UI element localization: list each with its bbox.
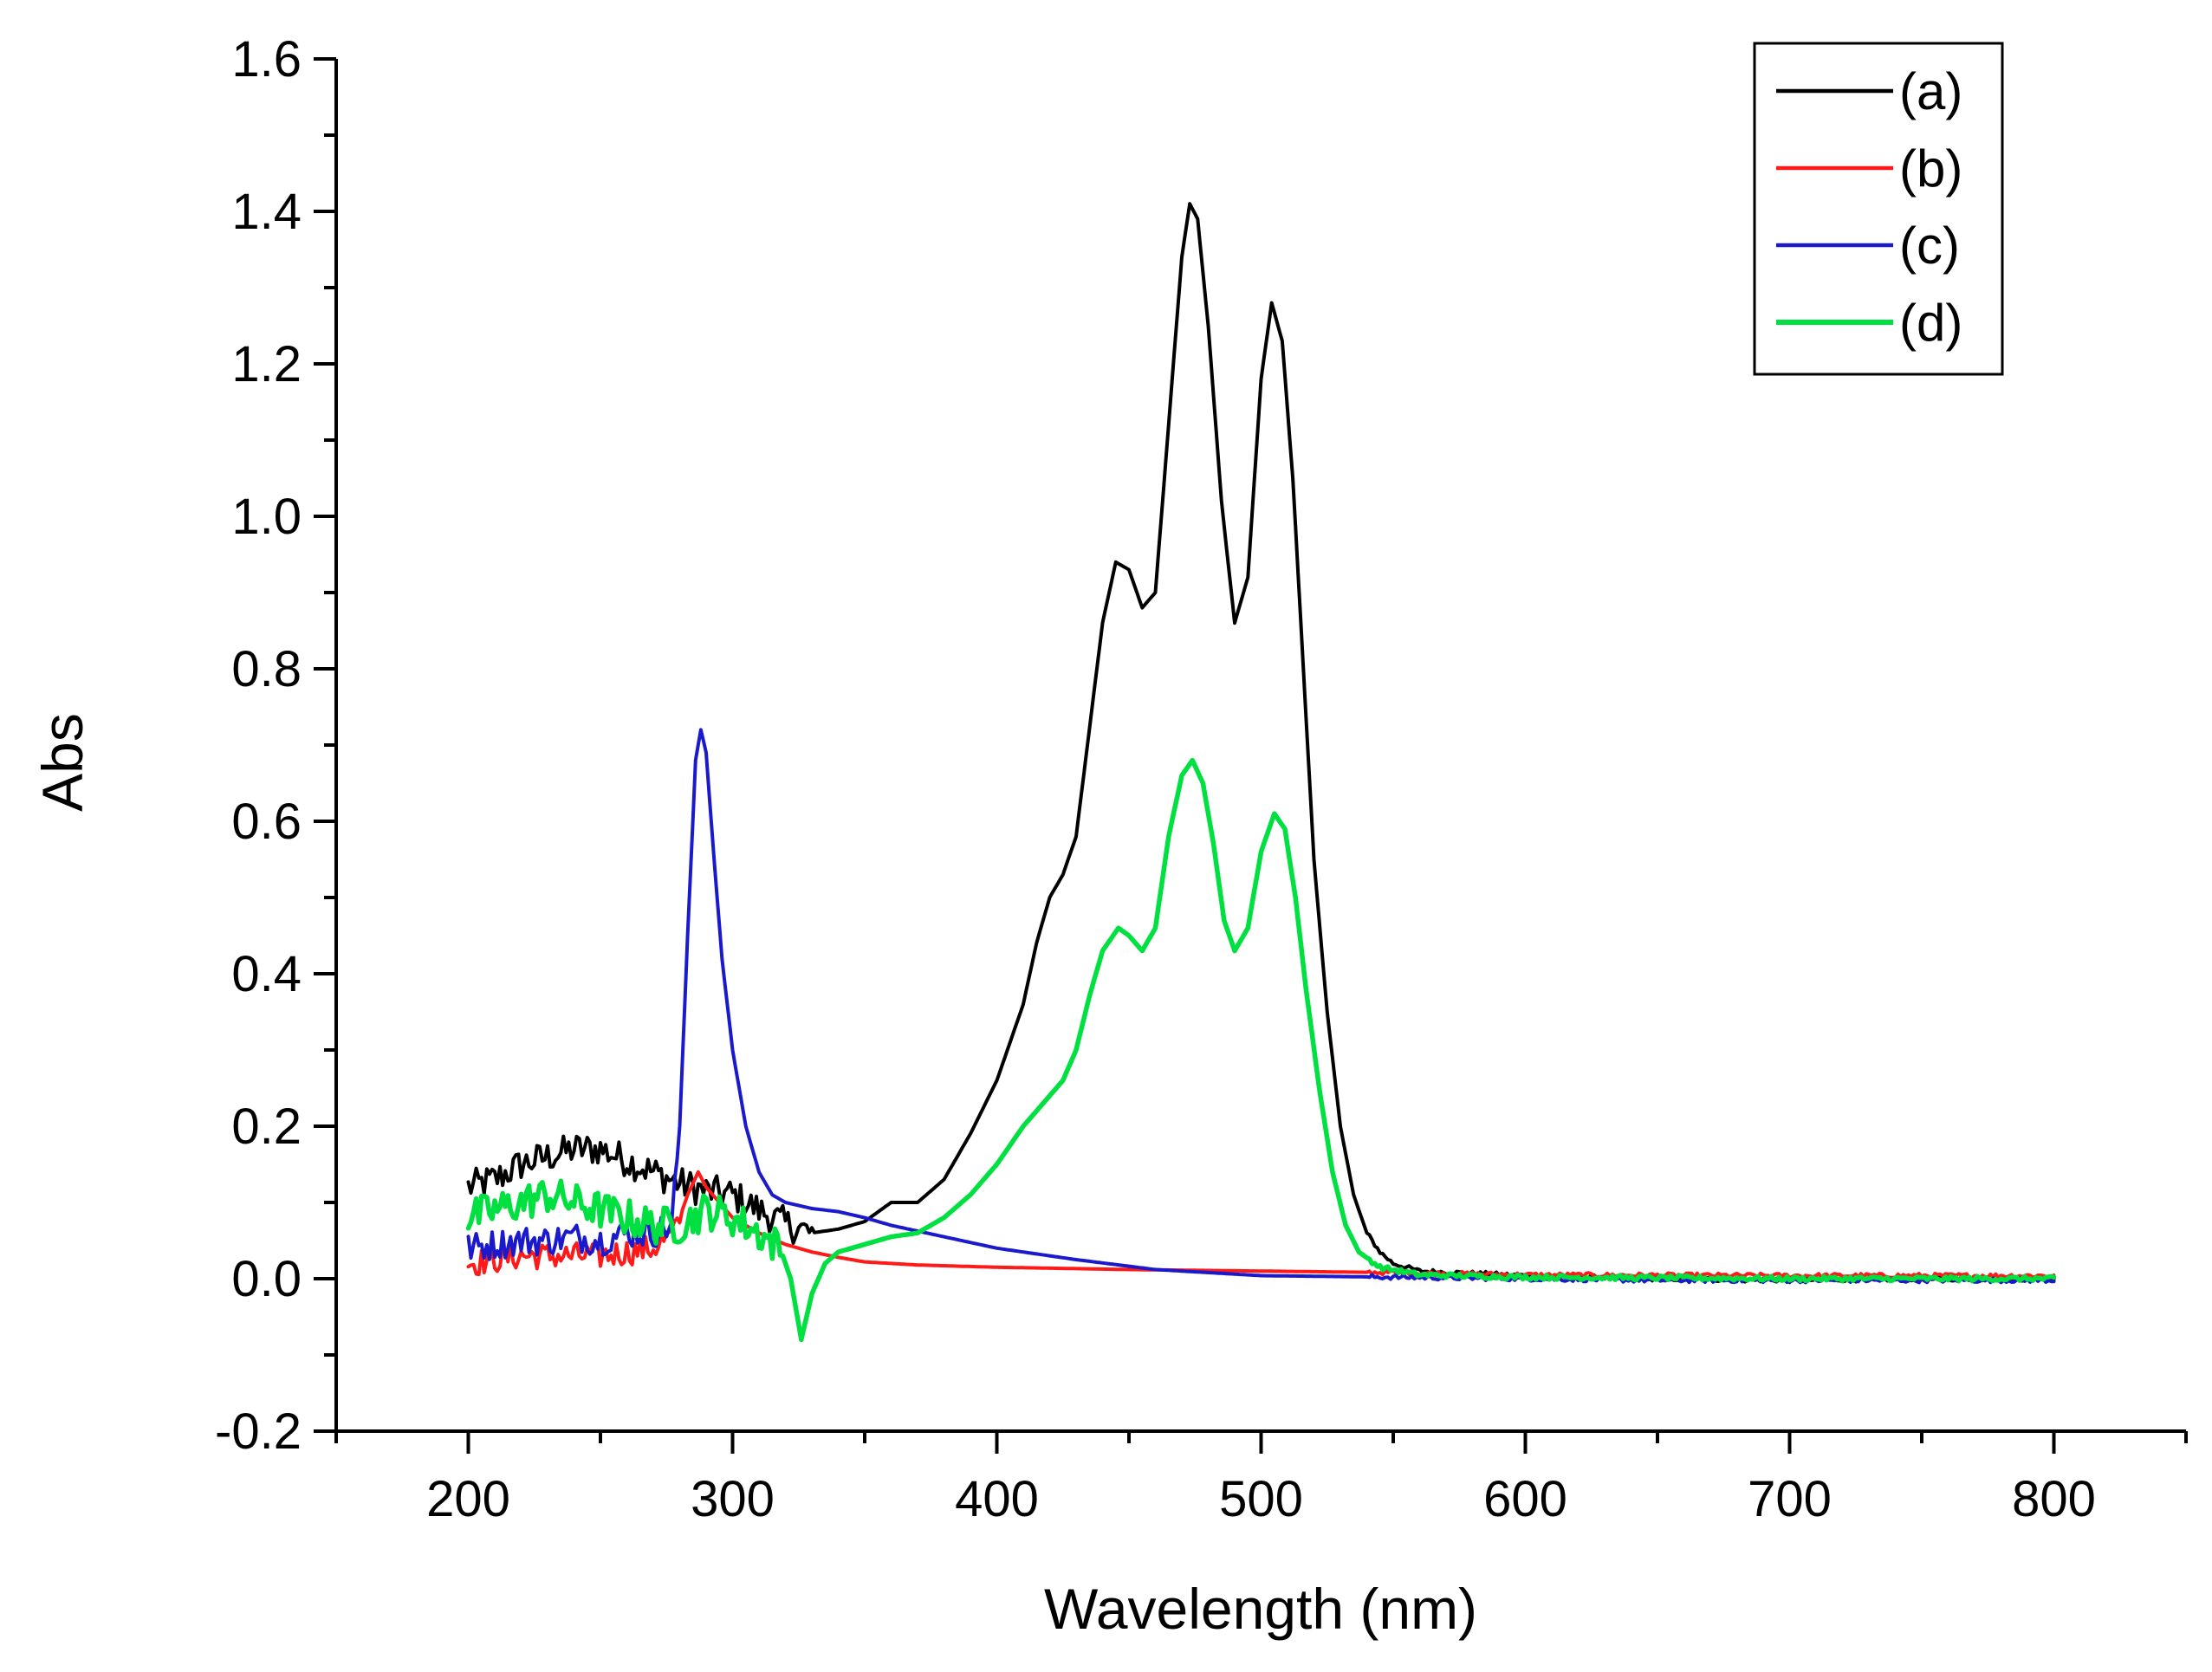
y-tick-label: 0.8: [231, 641, 302, 697]
legend-label: (d): [1899, 294, 1962, 352]
y-tick-label: 0.6: [231, 794, 302, 850]
series-line-2: [466, 1170, 2056, 1280]
y-axis-label: Abs: [30, 713, 94, 812]
y-tick-label: 1.4: [231, 184, 302, 240]
ticks: -0.2 0.0 0.2 0.4 0.6 0.8 1.0 1.2 1.4 1.6 200 300 400…: [215, 31, 2188, 1527]
y-tick-label: 1.2: [231, 336, 302, 392]
legend: (a) (b) (c) (d): [1753, 42, 2004, 376]
legend-box: [1753, 42, 2004, 376]
legend-label: (b): [1899, 139, 1962, 198]
x-tick-label: 600: [1483, 1471, 1567, 1527]
y-tick-label: 0.0: [231, 1251, 302, 1307]
x-tick-label: 300: [691, 1471, 775, 1527]
x-tick-label: 200: [426, 1471, 510, 1527]
y-tick-label: 1.0: [231, 489, 302, 545]
series-line-4: [465, 757, 2057, 1343]
y-tick-label: 0.4: [231, 946, 302, 1002]
legend-label: (a): [1899, 62, 1962, 120]
y-tick-label: 0.2: [231, 1098, 302, 1155]
series-layer: [465, 202, 2057, 1343]
x-tick-label: 700: [1748, 1471, 1832, 1527]
x-tick-label: 400: [955, 1471, 1039, 1527]
x-tick-label: 500: [1219, 1471, 1303, 1527]
x-axis-label: Wavelength (nm): [1044, 1577, 1477, 1641]
legend-label: (c): [1899, 217, 1960, 275]
x-tick-label: 800: [2012, 1471, 2096, 1527]
y-tick-label: 1.6: [231, 31, 302, 87]
y-tick-label: -0.2: [215, 1403, 302, 1460]
